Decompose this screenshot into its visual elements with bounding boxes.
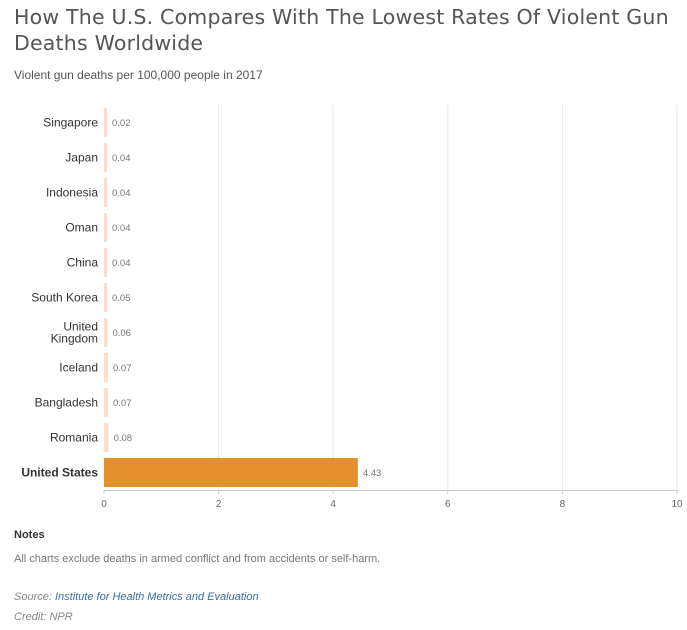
bar-china [104, 248, 107, 277]
notes-text: All charts exclude deaths in armed confl… [14, 553, 381, 565]
category-label: Bangladesh [35, 396, 98, 410]
x-tick-label: 0 [101, 499, 107, 510]
source-line: Source: Institute for Health Metrics and… [14, 591, 259, 603]
notes-heading: Notes [14, 529, 45, 541]
chart-subtitle: Violent gun deaths per 100,000 people in… [14, 68, 263, 82]
value-label: 0.04 [112, 153, 131, 164]
category-label: Oman [65, 221, 98, 235]
value-label: 0.07 [113, 398, 132, 409]
category-label: Indonesia [46, 186, 98, 200]
category-label: Romania [50, 431, 98, 445]
category-label: Iceland [59, 361, 98, 375]
x-tick-label: 2 [216, 499, 222, 510]
value-label: 4.43 [363, 468, 382, 479]
value-label: 0.04 [112, 258, 131, 269]
category-label: South Korea [31, 291, 98, 305]
bar-indonesia [104, 178, 107, 207]
x-tick-label: 6 [445, 499, 451, 510]
x-tick-label: 10 [671, 499, 683, 510]
category-label: Singapore [43, 116, 98, 130]
category-label: United States [21, 466, 98, 480]
value-label: 0.04 [112, 223, 131, 234]
bar-united-kingdom [104, 318, 108, 347]
x-tick-label: 4 [330, 499, 336, 510]
value-label: 0.05 [112, 293, 131, 304]
bar-chart: Singapore 0.02 Japan 0.04 Indonesia 0.04 Oman 0… [21, 105, 683, 510]
bar-bangladesh [104, 388, 109, 417]
bar-iceland [104, 353, 109, 382]
source-label: Source: [14, 591, 52, 603]
value-label: 0.07 [113, 363, 132, 374]
x-tick-label: 8 [560, 499, 566, 510]
chart-title: How The U.S. Compares With The Lowest Ra… [14, 5, 669, 55]
bar-south-korea [104, 283, 107, 312]
source-link[interactable]: Institute for Health Metrics and Evaluat… [54, 591, 259, 603]
bar-singapore [104, 108, 107, 137]
value-label: 0.02 [112, 118, 131, 129]
bar-united-states [104, 458, 358, 487]
bar-japan [104, 143, 107, 172]
category-label: Japan [65, 151, 98, 165]
bar-romania [104, 423, 109, 452]
category-label: United Kingdom [51, 320, 98, 346]
value-label: 0.08 [114, 433, 133, 444]
category-label: China [67, 256, 99, 270]
bar-oman [104, 213, 107, 242]
value-label: 0.04 [112, 188, 131, 199]
value-label: 0.06 [112, 328, 131, 339]
credit-line: Credit: NPR [14, 611, 73, 623]
